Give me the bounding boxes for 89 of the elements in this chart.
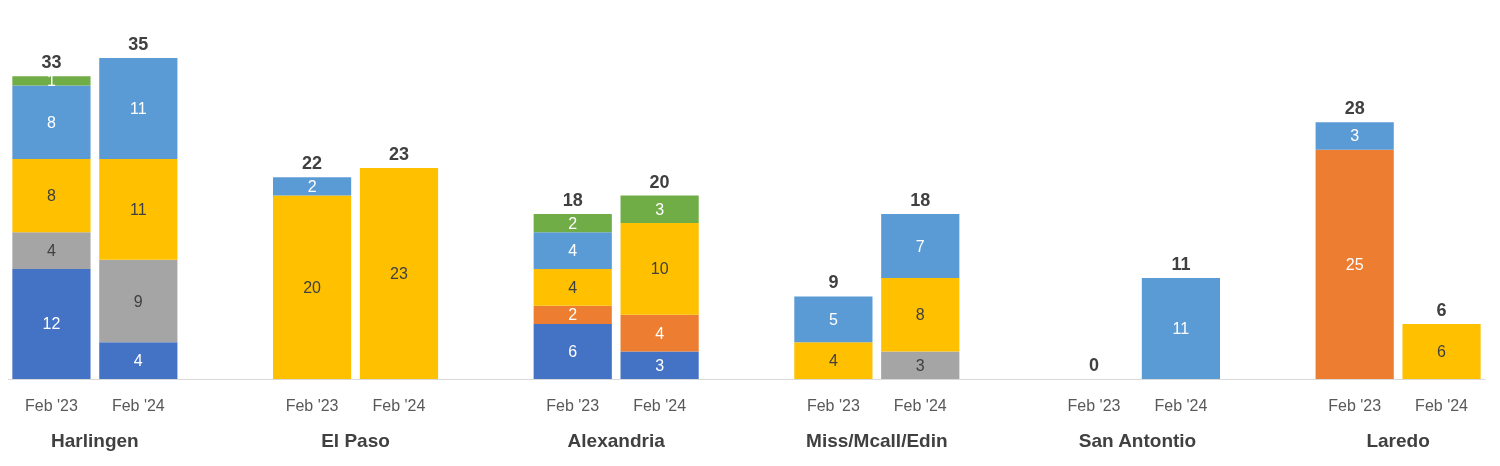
data-label: 2 bbox=[568, 214, 578, 232]
data-label: 20 bbox=[303, 278, 322, 296]
bar bbox=[620, 351, 699, 379]
data-label: 2 bbox=[568, 306, 578, 324]
data-label: 5 bbox=[828, 310, 838, 328]
total-label: 20 bbox=[649, 171, 670, 192]
data-label: 7 bbox=[915, 237, 925, 255]
data-label: 4 bbox=[46, 242, 56, 260]
total-label: 28 bbox=[1344, 98, 1365, 119]
bar bbox=[12, 158, 91, 233]
bar bbox=[99, 259, 178, 343]
data-label: 12 bbox=[42, 315, 61, 333]
data-label: 3 bbox=[655, 200, 665, 218]
bar bbox=[881, 278, 960, 352]
x-tick-label: Feb '24 bbox=[633, 396, 687, 414]
total-label: 18 bbox=[562, 189, 583, 210]
bar bbox=[881, 213, 960, 279]
x-tick-label: Feb '24 bbox=[111, 396, 165, 414]
bar bbox=[1315, 149, 1394, 379]
text: Harlingen bbox=[51, 429, 139, 451]
data-label: 6 bbox=[568, 342, 578, 360]
total-label: 9 bbox=[828, 272, 839, 293]
bar bbox=[533, 323, 612, 379]
bar bbox=[12, 268, 91, 379]
bar bbox=[620, 314, 699, 352]
data-label: 11 bbox=[1172, 320, 1190, 338]
bar bbox=[794, 342, 873, 379]
total-label: 35 bbox=[128, 34, 149, 54]
text: San Antontio bbox=[1078, 429, 1197, 451]
data-label: 4 bbox=[655, 324, 665, 342]
bar bbox=[1402, 323, 1481, 379]
total-label: 6 bbox=[1436, 299, 1447, 320]
text: Miss/Mcall/Edin bbox=[806, 429, 948, 451]
bar bbox=[533, 213, 612, 233]
text: 0 bbox=[1089, 355, 1100, 375]
bar bbox=[1141, 278, 1221, 379]
text: Alexandria bbox=[567, 429, 666, 451]
text: El Paso bbox=[321, 429, 390, 451]
total-label: 22 bbox=[302, 153, 323, 174]
data-label: 4 bbox=[133, 352, 143, 370]
data-label: 4 bbox=[828, 352, 838, 370]
total-label: 18 bbox=[910, 189, 931, 210]
x-tick-label: Feb '24 bbox=[893, 396, 947, 414]
bar bbox=[99, 342, 178, 379]
bar bbox=[881, 351, 960, 379]
bar bbox=[533, 232, 612, 269]
data-label: 4 bbox=[568, 242, 578, 260]
x-tick-label: Feb '23 bbox=[1328, 396, 1382, 414]
data-label: 11 bbox=[130, 200, 147, 218]
x-tick-label: Feb '23 bbox=[285, 396, 339, 414]
bar bbox=[620, 223, 699, 315]
data-label: 6 bbox=[1437, 342, 1447, 360]
bar bbox=[359, 168, 439, 379]
bar bbox=[99, 58, 178, 159]
bar bbox=[272, 177, 352, 196]
bar bbox=[620, 195, 699, 224]
total-label: 11 bbox=[1171, 254, 1191, 275]
bar bbox=[533, 305, 612, 324]
bar bbox=[794, 296, 873, 343]
data-label: 25 bbox=[1345, 255, 1364, 273]
x-tick-label: Feb '24 bbox=[1415, 396, 1469, 414]
bar bbox=[12, 232, 91, 269]
data-label: 3 bbox=[655, 356, 665, 374]
x-tick-label: Feb '24 bbox=[372, 396, 426, 414]
x-tick-label: Feb '24 bbox=[1154, 396, 1208, 414]
x-tick-label: Feb '23 bbox=[1067, 396, 1121, 414]
bar bbox=[12, 76, 91, 86]
total-label: 33 bbox=[41, 52, 62, 73]
data-label: 10 bbox=[650, 260, 669, 278]
text: Laredo bbox=[1366, 429, 1430, 451]
bar bbox=[272, 195, 352, 379]
data-label: 8 bbox=[46, 113, 56, 131]
data-label: 8 bbox=[915, 306, 925, 324]
data-label: 3 bbox=[1350, 127, 1360, 145]
data-label: 9 bbox=[133, 292, 143, 310]
bar bbox=[1315, 122, 1394, 150]
bar bbox=[12, 85, 91, 159]
data-label: 8 bbox=[46, 187, 56, 205]
x-tick-label: Feb '23 bbox=[806, 396, 860, 414]
x-tick-label: Feb '23 bbox=[25, 396, 78, 414]
bar bbox=[533, 268, 612, 306]
data-label: 4 bbox=[568, 278, 578, 296]
data-label: 23 bbox=[390, 265, 408, 283]
data-label: 2 bbox=[307, 177, 317, 195]
bar bbox=[99, 158, 178, 260]
total-label: 23 bbox=[388, 144, 409, 165]
data-label: 11 bbox=[130, 99, 147, 117]
x-tick-label: Feb '23 bbox=[546, 396, 600, 414]
data-label: 3 bbox=[915, 356, 925, 374]
